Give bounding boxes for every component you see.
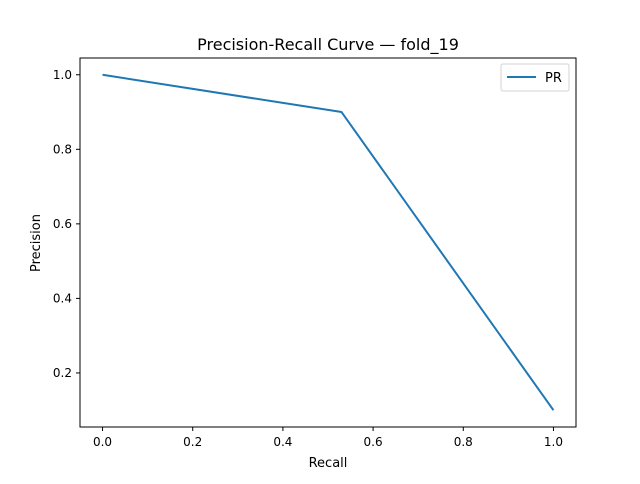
x-tick-label: 0.4 <box>273 435 292 449</box>
x-tick-label: 0.6 <box>364 435 383 449</box>
plot-area: 0.0 0.2 0.4 0.6 0.8 1.0 0.2 0.4 0.6 0.8 1.0 <box>53 57 577 449</box>
x-tick-label: 0.8 <box>454 435 473 449</box>
y-tick-label: 1.0 <box>53 68 72 82</box>
x-tick-label: 0.0 <box>93 435 112 449</box>
pr-series-line <box>102 73 555 411</box>
legend-label: PR <box>545 71 562 86</box>
y-tick-label: 0.8 <box>53 142 72 156</box>
y-tick-label: 0.2 <box>53 366 72 380</box>
y-tick-label: 0.6 <box>53 217 72 231</box>
axes-frame <box>79 57 577 428</box>
y-axis-label: Precision <box>29 214 44 272</box>
x-tick-label: 0.2 <box>183 435 202 449</box>
y-tick-label: 0.4 <box>53 291 72 305</box>
x-tick-label: 1.0 <box>544 435 563 449</box>
chart-title: Precision-Recall Curve — fold_19 <box>197 35 459 55</box>
x-axis-label: Recall <box>309 456 348 471</box>
legend: PR <box>500 63 570 92</box>
